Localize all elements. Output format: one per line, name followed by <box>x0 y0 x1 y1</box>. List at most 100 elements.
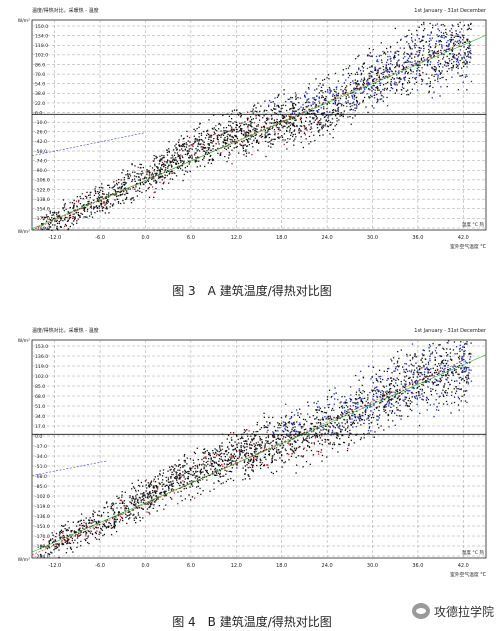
scatter-point <box>368 47 371 50</box>
y-tick-label: 102.0 <box>35 374 48 380</box>
scatter-point <box>354 416 356 419</box>
scatter-point <box>341 429 343 431</box>
scatter-point <box>426 397 428 399</box>
scatter-point <box>280 417 283 419</box>
scatter-point <box>230 141 232 143</box>
scatter-point <box>178 464 180 466</box>
scatter-point <box>212 159 214 161</box>
scatter-point <box>98 531 101 533</box>
scatter-point <box>414 39 417 41</box>
scatter-point <box>206 130 208 132</box>
scatter-point <box>219 446 221 448</box>
scatter-point <box>339 430 342 432</box>
scatter-point <box>279 123 281 125</box>
scatter-point <box>116 184 118 186</box>
scatter-point <box>206 471 209 474</box>
scatter-point <box>347 425 349 427</box>
scatter-point <box>251 126 253 128</box>
scatter-point <box>361 402 364 404</box>
scatter-point <box>440 363 442 365</box>
scatter-point <box>404 35 406 38</box>
scatter-point <box>365 409 367 412</box>
scatter-point <box>297 109 299 111</box>
scatter-point <box>211 158 214 160</box>
scatter-point <box>197 458 199 461</box>
scatter-point <box>438 35 440 37</box>
scatter-point <box>353 82 355 84</box>
scatter-point <box>408 377 410 379</box>
scatter-point <box>71 529 73 532</box>
scatter-point <box>213 145 215 147</box>
scatter-point <box>226 160 228 163</box>
y-tick-label: -154.0 <box>35 207 50 213</box>
scatter-point <box>366 82 368 84</box>
scatter-point <box>358 379 360 381</box>
scatter-point <box>373 393 375 396</box>
y-tick-label: 86.0 <box>35 62 45 68</box>
scatter-point <box>410 33 413 35</box>
scatter-point <box>383 405 386 407</box>
scatter-point <box>164 161 166 163</box>
scatter-point <box>318 108 320 111</box>
scatter-point <box>224 450 227 452</box>
scatter-point <box>354 402 356 404</box>
scatter-point <box>95 526 97 528</box>
scatter-point <box>159 474 161 476</box>
scatter-point <box>216 453 218 456</box>
scatter-point <box>263 464 265 467</box>
scatter-point <box>264 130 267 132</box>
scatter-point <box>149 483 151 485</box>
scatter-point <box>350 386 352 388</box>
scatter-point <box>160 176 163 178</box>
scatter-point <box>399 47 401 49</box>
scatter-point <box>115 519 117 521</box>
scatter-point <box>72 521 74 523</box>
scatter-point <box>465 74 467 76</box>
scatter-point <box>177 154 179 156</box>
scatter-point <box>451 50 453 52</box>
scatter-point <box>199 470 202 472</box>
scatter-point <box>348 414 350 417</box>
scatter-point <box>129 511 131 513</box>
scatter-point <box>148 492 151 494</box>
scatter-point <box>185 487 187 490</box>
scatter-point <box>233 128 235 131</box>
scatter-point <box>453 56 455 59</box>
scatter-point <box>466 66 468 68</box>
scatter-point <box>172 480 174 482</box>
scatter-point <box>112 517 114 519</box>
scatter-point <box>334 125 336 127</box>
scatter-point <box>348 96 350 98</box>
scatter-point <box>261 441 263 443</box>
scatter-point <box>468 369 470 371</box>
scatter-point <box>126 522 128 525</box>
scatter-point <box>159 159 161 162</box>
scatter-point <box>355 103 357 106</box>
scatter-point <box>115 179 118 182</box>
scatter-point <box>387 81 389 84</box>
scatter-point <box>412 64 414 66</box>
scatter-point <box>267 130 269 132</box>
scatter-point <box>61 535 64 537</box>
scatter-point <box>183 137 185 140</box>
scatter-point <box>100 189 102 191</box>
scatter-point <box>363 96 366 99</box>
scatter-point <box>392 405 395 407</box>
scatter-point <box>54 547 56 550</box>
scatter-point <box>281 104 283 107</box>
scatter-point <box>85 535 87 537</box>
scatter-point <box>451 47 454 49</box>
scatter-point <box>153 180 155 182</box>
scatter-point <box>203 466 205 468</box>
scatter-point <box>307 405 310 407</box>
scatter-point <box>42 538 45 541</box>
scatter-point <box>47 223 50 225</box>
scatter-point <box>242 445 245 447</box>
scatter-point <box>465 376 467 378</box>
scatter-point <box>315 417 317 420</box>
scatter-point <box>299 445 301 448</box>
scatter-point <box>331 112 333 114</box>
scatter-point <box>51 538 54 540</box>
scatter-point <box>179 159 182 162</box>
scatter-point <box>277 104 279 107</box>
